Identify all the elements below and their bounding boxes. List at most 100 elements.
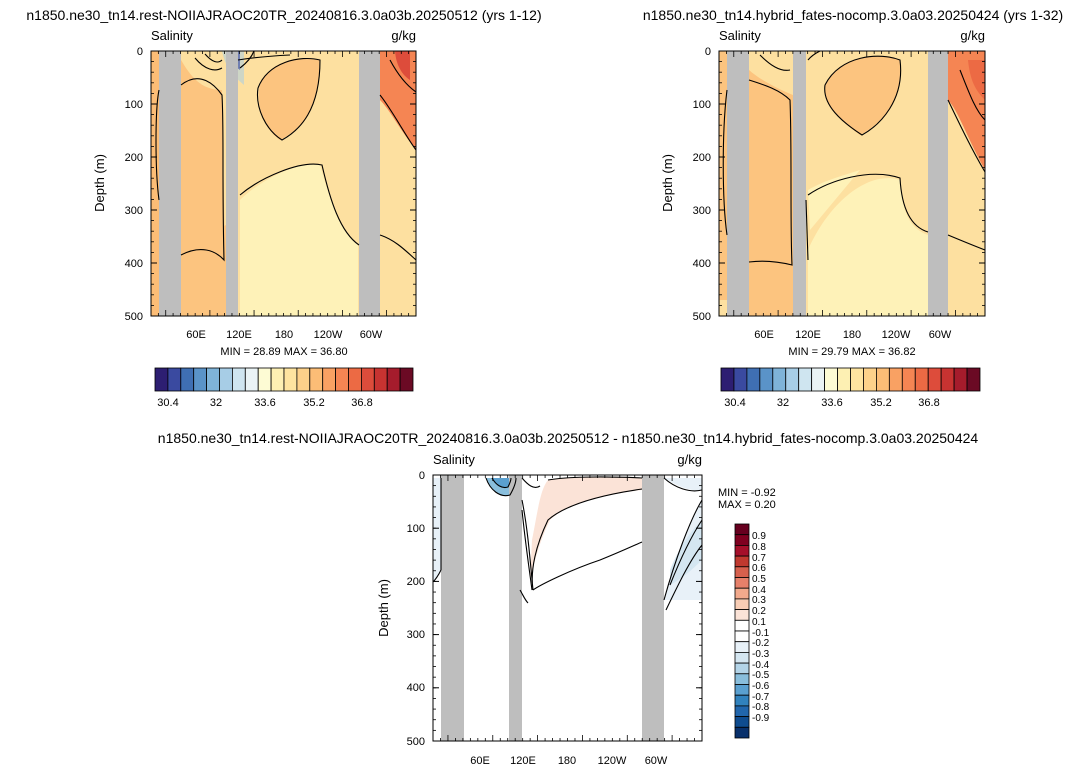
panel-1-y-axis: 0 100 200 300 400 500 bbox=[125, 46, 143, 323]
panel-2-x-tick-label: 120W bbox=[882, 329, 911, 341]
panel-3-colorbar-label: -0.2 bbox=[752, 638, 770, 649]
panel-3-land-2 bbox=[509, 475, 522, 741]
panel-3-colorbar-label: 0.6 bbox=[752, 563, 766, 574]
panel-2-colorbar-label: 33.6 bbox=[821, 397, 842, 409]
colorbar-swatch bbox=[734, 705, 750, 718]
panel-3-y-tick-label: 500 bbox=[407, 736, 425, 748]
panel-1-units-label: g/kg bbox=[391, 28, 416, 43]
colorbar-swatch bbox=[180, 367, 195, 392]
panel-3-x-tick-label: 60W bbox=[645, 755, 668, 767]
panel-1-x-tick-label: 180 bbox=[275, 329, 293, 341]
colorbar-swatch bbox=[283, 367, 298, 392]
panel-1-y-tick-label: 200 bbox=[125, 152, 143, 164]
panel-1-x-tick-label: 120W bbox=[314, 329, 343, 341]
panel-3-max-label: MAX = 0.20 bbox=[718, 499, 776, 511]
panel-3-colorbar-label: -0.8 bbox=[752, 702, 770, 713]
colorbar-swatch bbox=[863, 367, 877, 392]
colorbar-swatch bbox=[348, 367, 362, 392]
panel-3-colorbar-label: 0.1 bbox=[752, 617, 766, 628]
colorbar-swatch bbox=[720, 367, 735, 392]
colorbar-swatch bbox=[940, 367, 955, 392]
panel-2-plot-area bbox=[718, 50, 986, 317]
panel-2-y-tick-label: 500 bbox=[693, 311, 711, 323]
panel-2-colorbar-labels: 30.4 32 33.6 35.2 36.8 bbox=[724, 397, 939, 409]
colorbar-swatch bbox=[734, 641, 750, 653]
panel-3-y-tick-label: 300 bbox=[407, 629, 425, 641]
panel-3-y-tick-label: 0 bbox=[419, 470, 425, 482]
colorbar-swatch bbox=[733, 367, 748, 392]
panel-3-colorbar-labels: 0.9 0.8 0.7 0.6 0.5 0.4 0.3 0.2 0.1 -0.1… bbox=[752, 531, 770, 724]
panel-2-colorbar-label: 35.2 bbox=[870, 397, 891, 409]
panel-2-y-tick-label: 0 bbox=[705, 46, 711, 58]
panel-3-x-axis: 60E 120E 180 120W 60W bbox=[470, 755, 668, 767]
colorbar-swatch bbox=[386, 367, 401, 392]
panel-3-colorbar-label: 0.7 bbox=[752, 553, 766, 564]
colorbar-swatch bbox=[734, 534, 750, 546]
colorbar-swatch bbox=[734, 555, 750, 568]
panel-1-x-tick-label: 60E bbox=[186, 329, 206, 341]
panel-3-land-3 bbox=[642, 475, 664, 741]
panel-2-y-tick-label: 400 bbox=[693, 258, 711, 270]
panel-3-x-tick-label: 60E bbox=[470, 755, 490, 767]
colorbar-swatch bbox=[193, 367, 207, 392]
colorbar-swatch bbox=[734, 652, 750, 664]
panel-1-y-tick-label: 500 bbox=[125, 311, 143, 323]
colorbar-swatch bbox=[335, 367, 349, 392]
colorbar-swatch bbox=[231, 367, 246, 392]
panel-2-y-tick-label: 300 bbox=[693, 205, 711, 217]
panel-2-x-tick-label: 180 bbox=[843, 329, 861, 341]
panel-1-colorbar-label: 36.8 bbox=[351, 397, 372, 409]
colorbar-swatch bbox=[734, 587, 750, 600]
panel-3-colorbar-label: 0.8 bbox=[752, 542, 766, 553]
panel-1-colorbar-label: 33.6 bbox=[254, 397, 275, 409]
panel-3-land-1 bbox=[441, 475, 464, 741]
panel-1-x-tick-label: 120E bbox=[226, 329, 252, 341]
panel-1-colorbar-label: 32 bbox=[210, 397, 222, 409]
panel-2-x-axis: 60E 120E 180 120W 60W bbox=[754, 329, 952, 341]
panel-1-y-tick-label: 300 bbox=[125, 205, 143, 217]
panel-1-y-tick-label: 100 bbox=[125, 99, 143, 111]
panel-1-colorbar-label: 35.2 bbox=[303, 397, 324, 409]
colorbar-swatch bbox=[966, 367, 981, 392]
colorbar-swatch bbox=[927, 367, 942, 392]
panel-2: n1850.ne30_tn14.hybrid_fates-nocomp.3.0a… bbox=[643, 7, 1063, 409]
colorbar-swatch bbox=[876, 367, 890, 392]
panel-2-variable-label: Salinity bbox=[719, 28, 761, 43]
panel-3-colorbar-label: 0.5 bbox=[752, 574, 766, 585]
panel-3-x-tick-label: 180 bbox=[558, 755, 576, 767]
panel-1: n1850.ne30_tn14.rest-NOIIAJRAOC20TR_2024… bbox=[26, 7, 541, 409]
colorbar-swatch bbox=[824, 367, 838, 392]
panel-2-y-axis: 0 100 200 300 400 500 bbox=[693, 46, 711, 323]
panel-3-colorbar-label: -0.9 bbox=[752, 713, 770, 724]
colorbar-swatch bbox=[322, 367, 337, 392]
panel-3-x-tick-label: 120E bbox=[510, 755, 536, 767]
colorbar-swatch bbox=[399, 367, 414, 392]
colorbar-swatch bbox=[785, 367, 800, 392]
colorbar-swatch bbox=[901, 367, 916, 392]
colorbar-swatch bbox=[734, 673, 750, 685]
colorbar-swatch bbox=[734, 609, 750, 621]
panel-3-colorbar bbox=[734, 523, 750, 739]
colorbar-swatch bbox=[734, 566, 750, 578]
panel-2-y-axis-label: Depth (m) bbox=[660, 154, 675, 212]
colorbar-swatch bbox=[734, 716, 750, 728]
colorbar-swatch bbox=[888, 367, 903, 392]
colorbar-swatch bbox=[734, 684, 750, 696]
panel-3-colorbar-label: 0.3 bbox=[752, 595, 766, 606]
panel-3-x-tick-label: 120W bbox=[598, 755, 627, 767]
panel-3-plot-area bbox=[432, 474, 703, 742]
colorbar-swatch bbox=[270, 367, 285, 392]
colorbar-swatch bbox=[837, 367, 851, 392]
colorbar-swatch bbox=[360, 367, 375, 392]
panel-2-x-tick-label: 60E bbox=[754, 329, 774, 341]
panel-2-min-max: MIN = 29.79 MAX = 36.82 bbox=[788, 346, 915, 358]
panel-2-title: n1850.ne30_tn14.hybrid_fates-nocomp.3.0a… bbox=[643, 7, 1063, 23]
panel-3-min-label: MIN = -0.92 bbox=[718, 487, 776, 499]
panel-2-colorbar-label: 30.4 bbox=[724, 397, 745, 409]
panel-3-y-tick-label: 100 bbox=[407, 523, 425, 535]
colorbar-swatch bbox=[296, 367, 311, 392]
colorbar-swatch bbox=[772, 367, 787, 392]
panel-1-variable-label: Salinity bbox=[151, 28, 193, 43]
panel-3-y-axis-label: Depth (m) bbox=[376, 579, 391, 637]
panel-1-y-tick-label: 0 bbox=[137, 46, 143, 58]
